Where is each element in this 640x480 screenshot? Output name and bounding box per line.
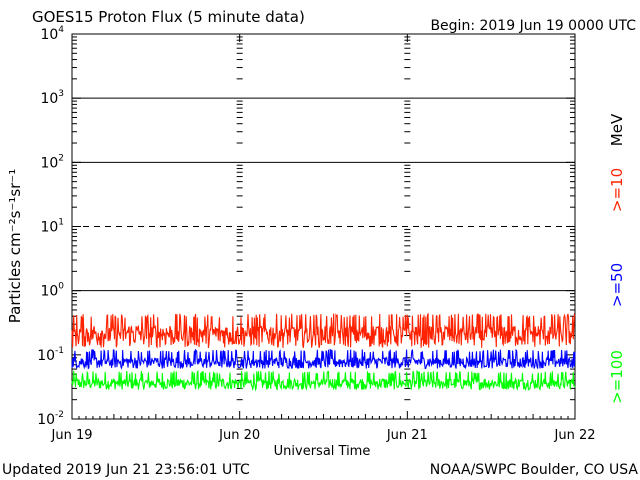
flux-series-line [71,312,576,349]
x-tick-label: Jun 22 [554,428,596,443]
legend-p10: >=10 [608,168,626,212]
grid-lines [72,97,575,292]
y-tick-label: 101 [40,218,64,236]
y-tick-label: 100 [40,282,64,300]
y-tick-label: 102 [40,153,64,171]
x-axis-label: Universal Time [274,444,371,459]
y-tick-label: 10-1 [37,346,64,364]
begin-time: Begin: 2019 Jun 19 0000 UTC [430,18,636,34]
x-tick-label: Jun 19 [51,428,93,443]
y-tick-label: 104 [40,25,64,43]
x-tick-label: Jun 20 [218,428,260,443]
legend-p50: >=50 [608,263,626,307]
chart-title: GOES15 Proton Flux (5 minute data) [32,8,305,26]
y-tick-label: 103 [40,89,64,107]
legend-unit: MeV [608,113,626,146]
x-tick-label: Jun 21 [386,428,428,443]
legend-p100: >=100 [608,350,626,404]
source-credit: NOAA/SWPC Boulder, CO USA [430,462,639,478]
updated-time: Updated 2019 Jun 21 23:56:01 UTC [2,462,250,478]
y-axis-label: Particles cm⁻²s⁻¹sr⁻¹ [6,169,24,323]
x-tick-labels: Jun 19 Jun 20 Jun 21 Jun 22 [51,428,596,443]
flux-series-line [71,348,576,370]
data-series [71,312,576,392]
flux-series-line [71,370,576,392]
y-tick-labels: 10-2 10-1 100 101 102 103 104 [37,25,64,428]
y-tick-label: 10-2 [37,410,64,428]
